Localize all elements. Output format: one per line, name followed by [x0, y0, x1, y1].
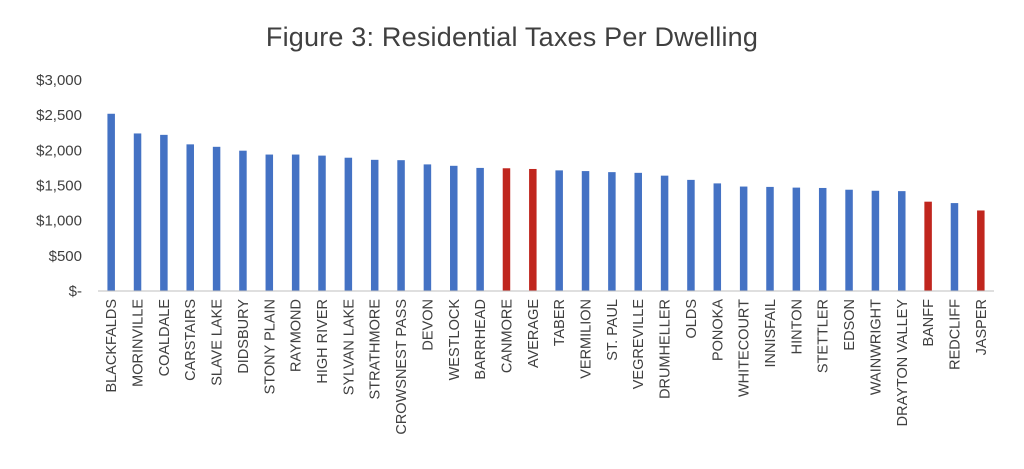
x-tick-label: VERMILION — [579, 299, 595, 379]
bar — [450, 165, 458, 291]
y-tick-label: $500 — [49, 248, 82, 265]
bars — [107, 113, 985, 291]
x-tick-label: DRAYTON VALLEY — [895, 299, 911, 427]
x-tick-label: OLDS — [684, 299, 700, 339]
bar — [265, 154, 274, 291]
bar — [818, 187, 827, 291]
y-axis-ticks: $- $500 $1,000 $1,500 $2,000 $2,500 $3,000 — [36, 72, 82, 300]
x-tick-label: STRATHMORE — [368, 299, 384, 400]
bar — [898, 191, 906, 291]
bar — [318, 155, 326, 291]
x-tick-label: CROWSNEST PASS — [394, 299, 410, 435]
bar — [529, 168, 537, 291]
x-tick-label: DRUMHELLER — [658, 299, 674, 399]
bar — [660, 175, 669, 291]
x-tick-label: STONY PLAIN — [262, 299, 278, 394]
x-tick-label: EDSON — [842, 299, 858, 351]
bar — [344, 157, 353, 291]
y-tick-label: $1,000 — [36, 213, 82, 230]
x-tick-label: STETTLER — [816, 299, 832, 373]
bar — [555, 170, 563, 291]
x-tick-label: WHITECOURT — [737, 299, 753, 397]
x-tick-label: INNISFAIL — [763, 299, 779, 368]
x-tick-label: REDCLIFF — [947, 299, 963, 370]
bar — [687, 179, 695, 291]
bar — [397, 160, 405, 291]
bar — [239, 150, 247, 291]
bar — [766, 186, 774, 291]
x-tick-label: DEVON — [420, 299, 436, 351]
bar — [476, 167, 484, 291]
x-tick-label: CARSTAIRS — [183, 299, 199, 381]
x-tick-label: RAYMOND — [289, 299, 305, 372]
bar — [502, 168, 511, 291]
bar — [291, 154, 300, 291]
x-tick-label: CANMORE — [499, 299, 515, 373]
x-axis-labels: BLACKFALDS MORINVILLE COALDALE CARSTAIRS SLA… — [104, 299, 990, 435]
bar — [581, 171, 590, 291]
bar — [792, 187, 801, 291]
x-tick-label: VEGREVILLE — [631, 299, 647, 390]
bar — [423, 164, 432, 291]
bar — [133, 133, 142, 291]
x-tick-label: BARRHEAD — [473, 299, 489, 380]
x-tick-label: PONOKA — [710, 299, 726, 361]
x-tick-label: BANFF — [921, 299, 937, 347]
x-tick-label: HIGH RIVER — [315, 299, 331, 384]
bar — [608, 172, 616, 291]
bar — [739, 186, 748, 291]
y-tick-label: $1,500 — [36, 178, 82, 195]
bar — [871, 190, 880, 291]
chart-title: Figure 3: Residential Taxes Per Dwelling — [265, 22, 759, 52]
x-tick-label: WAINWRIGHT — [868, 299, 884, 395]
x-tick-label: HINTON — [789, 299, 805, 354]
x-tick-label: JASPER — [974, 299, 990, 355]
bar — [160, 134, 168, 291]
bar — [950, 203, 959, 291]
x-tick-label: SLAVE LAKE — [210, 299, 226, 386]
x-tick-label: AVERAGE — [526, 299, 542, 368]
bar — [845, 189, 853, 291]
bar — [924, 201, 932, 291]
x-tick-label: MORINVILLE — [131, 299, 147, 387]
y-tick-label: $2,500 — [36, 107, 82, 124]
x-tick-label: DIDSBURY — [236, 299, 252, 374]
bar — [212, 146, 221, 291]
bar — [107, 113, 115, 291]
y-tick-label: $3,000 — [36, 72, 82, 89]
y-tick-label: $2,000 — [36, 142, 82, 159]
bar — [186, 144, 194, 291]
y-tick-label: $- — [69, 283, 82, 300]
x-tick-label: WESTLOCK — [447, 299, 463, 381]
bar — [370, 159, 379, 291]
bar — [634, 172, 642, 291]
x-tick-label: COALDALE — [157, 299, 173, 377]
x-tick-label: ST. PAUL — [605, 299, 621, 361]
bar — [977, 210, 985, 291]
x-tick-label: BLACKFALDS — [104, 299, 120, 393]
x-tick-label: TABER — [552, 299, 568, 346]
x-tick-label: SYLVAN LAKE — [341, 299, 357, 396]
bar — [713, 183, 722, 291]
